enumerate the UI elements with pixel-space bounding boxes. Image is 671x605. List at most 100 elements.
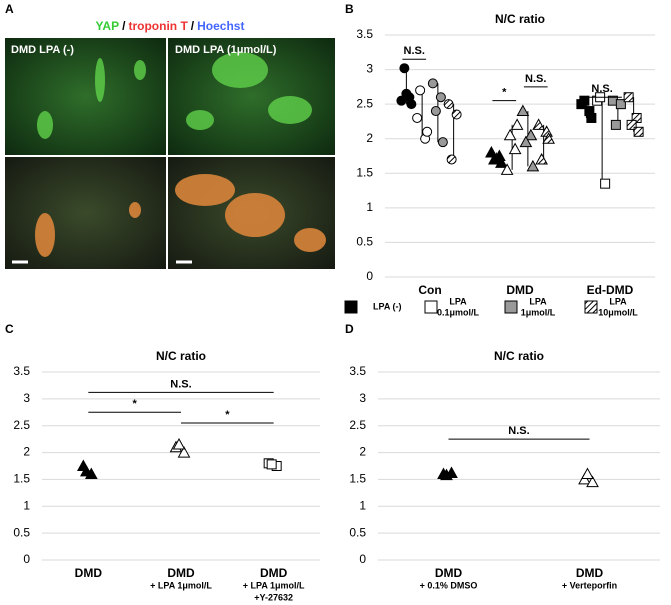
legend-label: LPA (-) xyxy=(373,301,402,311)
legend-label: 10μmol/L xyxy=(598,307,638,317)
point xyxy=(443,99,454,110)
significance-label: N.S. xyxy=(170,378,191,390)
y-tick-label: 0 xyxy=(366,269,373,283)
point xyxy=(266,459,277,470)
x-tick-label: + LPA 1μmol/L xyxy=(150,580,212,590)
significance-label: * xyxy=(502,87,507,99)
y-tick-label: 2.5 xyxy=(356,96,373,110)
cells xyxy=(37,52,312,139)
y-tick-label: 1 xyxy=(23,498,30,512)
point xyxy=(415,85,426,96)
y-tick-label: 3 xyxy=(359,391,366,405)
legend-label: 0.1μmol/L xyxy=(437,307,480,317)
y-tick-label: 1.5 xyxy=(356,165,373,179)
point xyxy=(406,99,417,110)
point xyxy=(516,104,530,117)
chart-title: N/C ratio xyxy=(494,349,544,363)
point xyxy=(500,163,514,175)
cells xyxy=(35,174,326,257)
legend-label: LPA xyxy=(449,296,467,306)
x-tick-label: DMD xyxy=(167,566,195,580)
point xyxy=(437,137,448,148)
point xyxy=(488,152,501,165)
x-tick-label: DMD xyxy=(576,566,604,580)
point xyxy=(446,154,457,165)
panel-letter: D xyxy=(345,322,354,336)
legend-swatch xyxy=(424,300,438,314)
y-tick-label: 3.5 xyxy=(349,364,366,378)
x-tick-label: Con xyxy=(418,283,441,297)
image-label: DMD LPA (1μmol/L) xyxy=(175,44,277,56)
chart-title: N/C ratio xyxy=(156,349,206,363)
point xyxy=(399,63,410,74)
significance-label: * xyxy=(133,398,138,410)
y-tick-label: 2 xyxy=(23,445,30,459)
point xyxy=(79,464,93,477)
significance-label: * xyxy=(225,409,230,421)
micrograph xyxy=(5,157,166,269)
legend-label: LPA xyxy=(609,296,627,306)
point xyxy=(610,119,621,130)
x-tick-label: DMD xyxy=(75,566,103,580)
x-tick-label: + LPA 1μmol/L xyxy=(243,580,305,590)
point xyxy=(586,112,597,123)
point xyxy=(623,92,634,103)
x-tick-label: DMD xyxy=(435,566,463,580)
point xyxy=(626,119,637,130)
y-tick-label: 1 xyxy=(366,200,373,214)
point xyxy=(430,106,441,117)
point xyxy=(177,446,191,458)
point xyxy=(579,95,590,106)
x-tick-label: + Verteporfin xyxy=(562,580,617,590)
image-label: DMD LPA (-) xyxy=(11,44,74,56)
panel-letter: B xyxy=(345,2,354,16)
significance-label: N.S. xyxy=(404,45,425,57)
x-tick-label: + 0.1% DMSO xyxy=(420,580,478,590)
y-tick-label: 3.5 xyxy=(356,27,373,41)
legend-label: 1μmol/L xyxy=(521,307,556,317)
significance-label: N.S. xyxy=(525,73,546,85)
significance-label: N.S. xyxy=(508,425,529,437)
y-tick-label: 0 xyxy=(23,552,30,566)
y-tick-label: 0.5 xyxy=(13,525,30,539)
x-tick-label: DMD xyxy=(506,283,534,297)
point xyxy=(586,475,599,488)
micrograph xyxy=(5,38,166,155)
panel-letter: A xyxy=(5,2,14,16)
legend-swatch xyxy=(584,300,598,314)
y-tick-label: 0.5 xyxy=(356,235,373,249)
point xyxy=(600,178,611,189)
point xyxy=(495,156,508,168)
y-tick-label: 1 xyxy=(359,498,366,512)
y-tick-label: 3 xyxy=(366,62,373,76)
point xyxy=(440,468,453,481)
chart-title: N/C ratio xyxy=(495,12,545,26)
y-tick-label: 0 xyxy=(359,552,366,566)
point xyxy=(503,128,517,141)
x-tick-label: Ed-DMD xyxy=(587,283,634,297)
point xyxy=(633,126,644,137)
point xyxy=(526,159,540,172)
x-tick-label: DMD xyxy=(260,566,288,580)
y-tick-label: 2.5 xyxy=(349,418,366,432)
panel-letter: C xyxy=(5,322,14,336)
point xyxy=(510,118,524,130)
point xyxy=(172,437,186,450)
y-tick-label: 1.5 xyxy=(13,472,30,486)
point xyxy=(581,467,594,480)
legend-swatch xyxy=(344,300,358,314)
point xyxy=(451,109,462,120)
point xyxy=(401,88,412,99)
point xyxy=(535,152,548,165)
point xyxy=(508,142,522,155)
legend-swatch xyxy=(504,300,518,314)
y-tick-label: 3 xyxy=(23,391,30,405)
point xyxy=(412,112,423,123)
stain-legend: YAP / troponin T / Hoechst xyxy=(96,19,245,33)
y-tick-label: 1.5 xyxy=(349,472,366,486)
y-tick-label: 3.5 xyxy=(13,364,30,378)
point xyxy=(532,118,545,130)
significance-label: N.S. xyxy=(591,83,612,95)
point xyxy=(524,128,538,141)
